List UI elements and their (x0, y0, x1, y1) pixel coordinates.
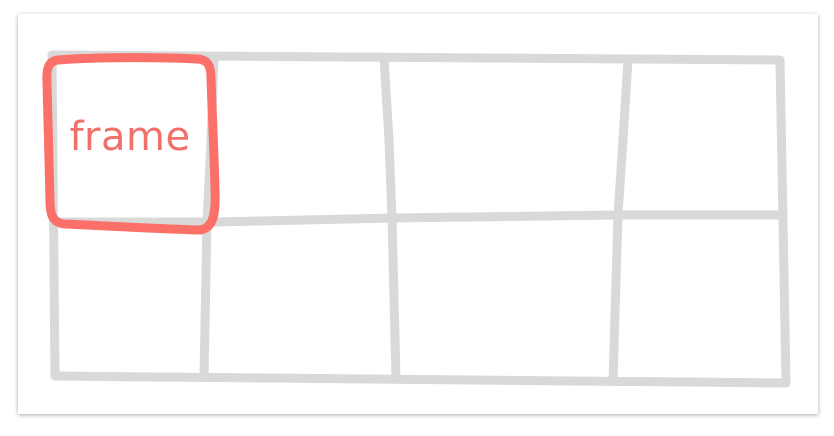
grid (47, 50, 791, 388)
frame-label: frame (69, 114, 190, 160)
highlighted-frame: frame (42, 53, 220, 235)
grid-outer-border (47, 50, 791, 388)
grid-row-divider (49, 210, 788, 227)
grid-column-divider-3 (608, 54, 633, 386)
frame-highlight-box (42, 53, 220, 235)
grid-column-divider-2 (379, 53, 401, 384)
